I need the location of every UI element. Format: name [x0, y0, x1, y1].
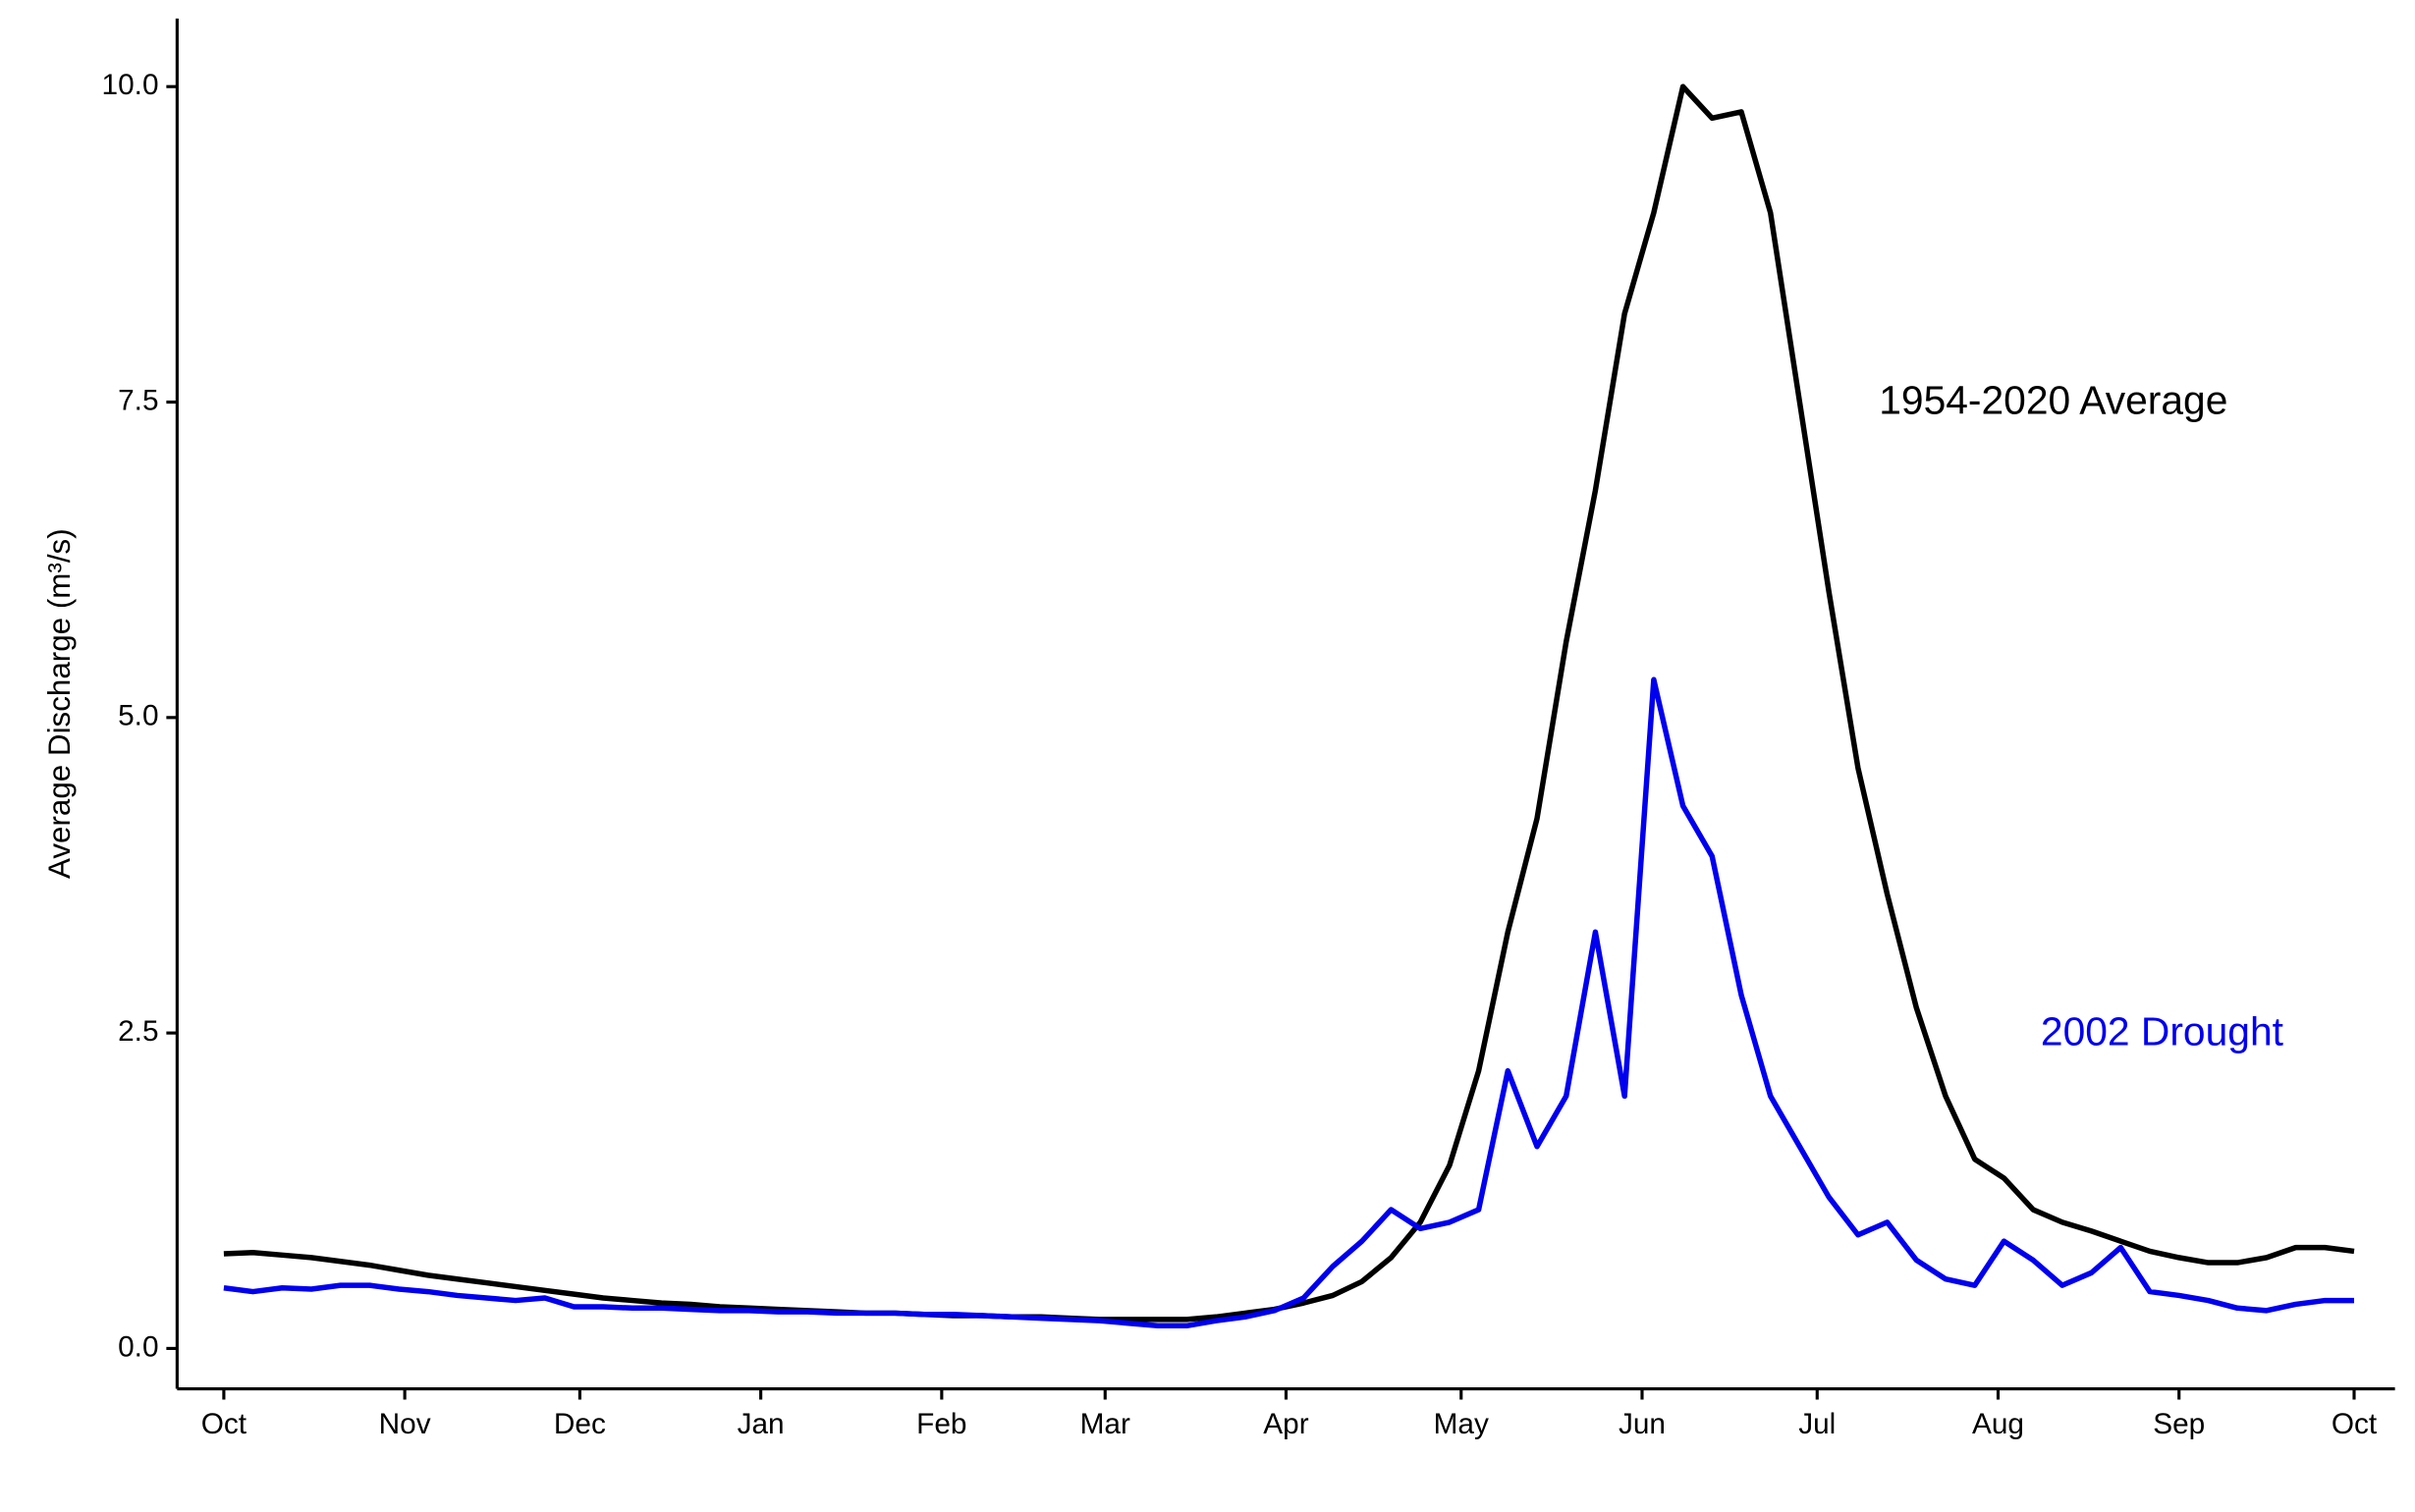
x-tick-label: Dec [554, 1408, 606, 1440]
x-tick-label: Jun [1619, 1408, 1666, 1440]
x-tick-label: Aug [1972, 1408, 2024, 1440]
y-tick-label: 7.5 [118, 384, 158, 416]
data-line [223, 676, 2354, 1329]
data-line [223, 83, 2355, 1323]
y-axis-title: Average Discharge (m³/s) [42, 528, 77, 879]
x-tick-label: Oct [2332, 1408, 2378, 1440]
x-tick-label: Oct [201, 1408, 247, 1440]
x-tick-label: Mar [1080, 1408, 1130, 1440]
annotation: 1954-2020 Average [1879, 378, 2227, 423]
y-tick-label: 10.0 [102, 69, 159, 101]
y-tick-label: 5.0 [118, 700, 158, 732]
y-tick-label: 0.0 [118, 1330, 158, 1363]
annotation: 2002 Drought [2041, 1009, 2284, 1054]
x-tick-label: Apr [1263, 1408, 1308, 1440]
x-tick-label: Jul [1798, 1408, 1836, 1440]
x-tick-label: Sep [2153, 1408, 2205, 1440]
y-tick-label: 2.5 [118, 1015, 158, 1048]
x-tick-label: May [1434, 1408, 1489, 1440]
x-tick-label: Jan [738, 1408, 785, 1440]
x-tick-label: Feb [916, 1408, 966, 1440]
x-tick-label: Nov [379, 1408, 431, 1440]
